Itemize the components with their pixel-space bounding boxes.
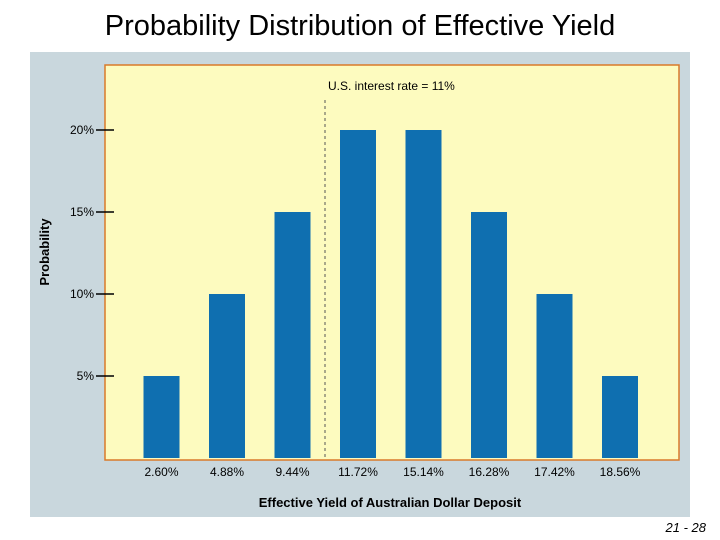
bar-chart: 5% 10% 15% 20% Probability 2.60% 4.88% 9.44% 11.… xyxy=(37,64,680,510)
slide-title: Probability Distribution of Effective Yi… xyxy=(104,10,616,42)
bar xyxy=(471,212,507,458)
bar xyxy=(405,130,442,458)
slide-number: 21 - 28 xyxy=(665,520,706,535)
bar xyxy=(209,294,245,458)
x-tick-label: 11.72% xyxy=(338,465,378,479)
y-tick-label: 10% xyxy=(70,287,94,301)
bar xyxy=(340,130,376,458)
bar xyxy=(274,212,311,458)
bar xyxy=(536,294,573,458)
x-tick-label: 2.60% xyxy=(144,465,178,479)
x-tick-label: 18.56% xyxy=(600,465,641,479)
x-tick-label: 15.14% xyxy=(403,465,444,479)
x-tick-label: 16.28% xyxy=(469,465,510,479)
y-tick-label: 5% xyxy=(77,369,95,383)
chart-panel: 5% 10% 15% 20% Probability 2.60% 4.88% 9.44% 11.… xyxy=(30,52,690,517)
x-tick-label: 9.44% xyxy=(275,465,309,479)
y-axis-title: Probability xyxy=(37,218,52,286)
y-tick-label: 15% xyxy=(70,205,94,219)
us-rate-label: U.S. interest rate = 11% xyxy=(328,79,455,93)
bar xyxy=(143,376,180,458)
plot-area xyxy=(104,64,680,461)
x-axis-title: Effective Yield of Australian Dollar Dep… xyxy=(259,495,522,510)
x-tick-label: 17.42% xyxy=(534,465,575,479)
x-tick-label: 4.88% xyxy=(210,465,244,479)
y-tick-label: 20% xyxy=(70,123,94,137)
bar xyxy=(602,376,638,458)
